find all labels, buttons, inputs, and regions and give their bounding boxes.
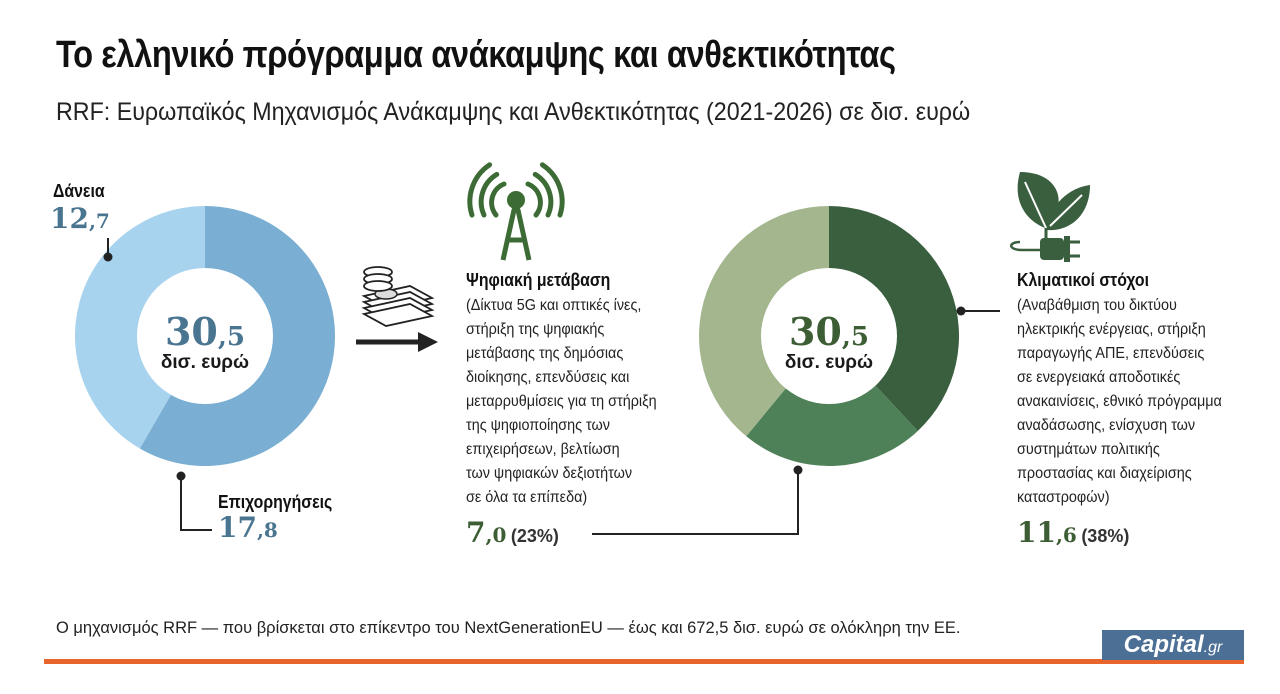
grants-leader-line bbox=[180, 476, 212, 531]
desc-line: σε όλα τα επίπεδα) bbox=[466, 489, 588, 506]
desc-line: σε ενεργειακά αποδοτικές bbox=[1017, 369, 1181, 386]
loans-value: 12,7 bbox=[50, 202, 110, 235]
right-donut-hole bbox=[761, 268, 897, 404]
money-stack-icon bbox=[361, 266, 435, 327]
desc-line: επιχειρήσεων, βελτίωση bbox=[466, 441, 620, 458]
desc-line: παραγωγής ΑΠΕ, επενδύσεις bbox=[1017, 345, 1205, 362]
desc-line: προστασίας και διαχείρισης bbox=[1017, 465, 1192, 482]
desc-line: (Αναβάθμιση του δικτύου bbox=[1017, 297, 1177, 314]
climate-value: 11,6 (38%) bbox=[1017, 516, 1130, 549]
digital-leader-dot bbox=[793, 465, 803, 475]
right-center-value: 30,5 bbox=[788, 309, 870, 354]
loans-leader-dot bbox=[103, 252, 113, 262]
grants-value: 17,8 bbox=[218, 511, 278, 544]
desc-line: αναδάσωσης, ενίσχυση των bbox=[1017, 417, 1196, 434]
desc-line: των ψηφιακών δεξιοτήτων bbox=[466, 465, 633, 482]
capital-logo: Capital .gr bbox=[1102, 630, 1244, 660]
page-title: Το ελληνικό πρόγραμμα ανάκαμψης και ανθε… bbox=[56, 34, 896, 76]
grants-leader-dot bbox=[176, 471, 186, 481]
desc-line: (Δίκτυα 5G και οπτικές ίνες, bbox=[466, 297, 642, 314]
logo-suffix: .gr bbox=[1203, 639, 1223, 656]
antenna-icon bbox=[467, 162, 565, 261]
left-donut-hole bbox=[137, 268, 273, 404]
desc-line: ηλεκτρικής ενέργειας, στήριξη bbox=[1017, 321, 1206, 338]
digital-description: (Δίκτυα 5G και οπτικές ίνες, στήριξη της… bbox=[466, 294, 657, 510]
left-center-unit: δισ. ευρώ bbox=[160, 352, 250, 373]
desc-line: συστημάτων πολιτικής bbox=[1017, 441, 1160, 458]
desc-line: μεταρρυθμίσεις για τη στήριξη bbox=[466, 393, 657, 410]
footnote: Ο μηχανισμός RRF — που βρίσκεται στο επί… bbox=[56, 619, 961, 637]
desc-line: διοίκησης, επενδύσεις και bbox=[466, 369, 630, 386]
loans-label: Δάνεια bbox=[53, 181, 105, 201]
desc-line: μετάβασης της δημόσιας bbox=[466, 345, 624, 362]
right-center-unit: δισ. ευρώ bbox=[784, 352, 874, 373]
page-subtitle: RRF: Ευρωπαϊκός Μηχανισμός Ανάκαμψης και… bbox=[56, 98, 971, 126]
logo-main: Capital bbox=[1123, 631, 1204, 658]
desc-line: καταστροφών) bbox=[1017, 489, 1110, 506]
desc-line: της ψηφιοποίησης των bbox=[466, 417, 610, 434]
right-arrow-head bbox=[418, 332, 438, 352]
digital-leader-line bbox=[592, 470, 799, 535]
climate-description: (Αναβάθμιση του δικτύου ηλεκτρικής ενέργ… bbox=[1017, 294, 1222, 510]
left-center-value: 30,5 bbox=[164, 309, 246, 354]
desc-line: στήριξη της ψηφιακής bbox=[466, 321, 605, 338]
climate-title: Κλιματικοί στόχοι bbox=[1017, 270, 1149, 290]
desc-line: ανακαινίσεις, εθνικό πρόγραμμα bbox=[1017, 393, 1222, 410]
digital-title: Ψηφιακή μετάβαση bbox=[466, 270, 611, 290]
footer-bar bbox=[44, 659, 1244, 664]
leaf-plug-icon bbox=[1010, 172, 1090, 262]
digital-value: 7,0 (23%) bbox=[466, 516, 559, 549]
grants-label: Επιχορηγήσεις bbox=[218, 492, 333, 512]
climate-leader-dot bbox=[956, 306, 966, 316]
